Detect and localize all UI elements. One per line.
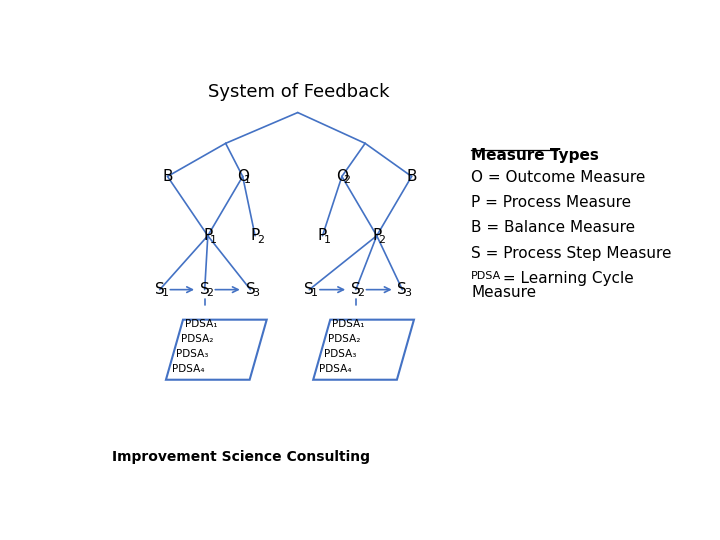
Text: P: P xyxy=(203,228,212,243)
Text: PDSA₃: PDSA₃ xyxy=(176,348,209,359)
Text: PDSA₂: PDSA₂ xyxy=(181,334,213,343)
Text: P = Process Measure: P = Process Measure xyxy=(472,195,631,210)
Text: B = Balance Measure: B = Balance Measure xyxy=(472,220,636,235)
Text: S: S xyxy=(200,282,210,297)
Text: 1: 1 xyxy=(311,288,318,299)
Text: 3: 3 xyxy=(404,288,411,299)
Text: 1: 1 xyxy=(324,234,331,245)
Text: O: O xyxy=(237,169,248,184)
Text: S = Process Step Measure: S = Process Step Measure xyxy=(472,246,672,261)
Text: 2: 2 xyxy=(207,288,213,299)
Text: Improvement Science Consulting: Improvement Science Consulting xyxy=(112,450,369,464)
Text: PDSA₃: PDSA₃ xyxy=(324,348,356,359)
Text: S: S xyxy=(397,282,408,297)
Text: B: B xyxy=(162,169,173,184)
Text: P: P xyxy=(372,228,382,243)
Text: O = Outcome Measure: O = Outcome Measure xyxy=(472,170,646,185)
Text: P: P xyxy=(318,228,327,243)
Text: B: B xyxy=(406,169,417,184)
Text: 3: 3 xyxy=(252,288,259,299)
Text: 1: 1 xyxy=(244,176,251,185)
Text: System of Feedback: System of Feedback xyxy=(209,83,390,101)
Text: PDSA₂: PDSA₂ xyxy=(328,334,360,343)
Text: 2: 2 xyxy=(358,288,364,299)
Text: S: S xyxy=(155,282,165,297)
Text: Measure Types: Measure Types xyxy=(472,148,599,163)
Text: PDSA₄: PDSA₄ xyxy=(320,363,352,374)
Text: 1: 1 xyxy=(161,288,168,299)
Text: S: S xyxy=(351,282,361,297)
Text: Measure: Measure xyxy=(472,285,536,300)
Text: = Learning Cycle: = Learning Cycle xyxy=(498,271,634,286)
Text: 2: 2 xyxy=(343,176,351,185)
Text: S: S xyxy=(305,282,314,297)
Text: PDSA₁: PDSA₁ xyxy=(185,319,217,328)
Text: PDSA: PDSA xyxy=(472,271,502,281)
Text: PDSA₁: PDSA₁ xyxy=(332,319,365,328)
Text: 2: 2 xyxy=(379,234,385,245)
Text: 2: 2 xyxy=(257,234,264,245)
Text: PDSA₄: PDSA₄ xyxy=(172,363,204,374)
Text: P: P xyxy=(251,228,260,243)
Text: S: S xyxy=(246,282,256,297)
Text: 1: 1 xyxy=(210,234,217,245)
Text: O: O xyxy=(336,169,348,184)
